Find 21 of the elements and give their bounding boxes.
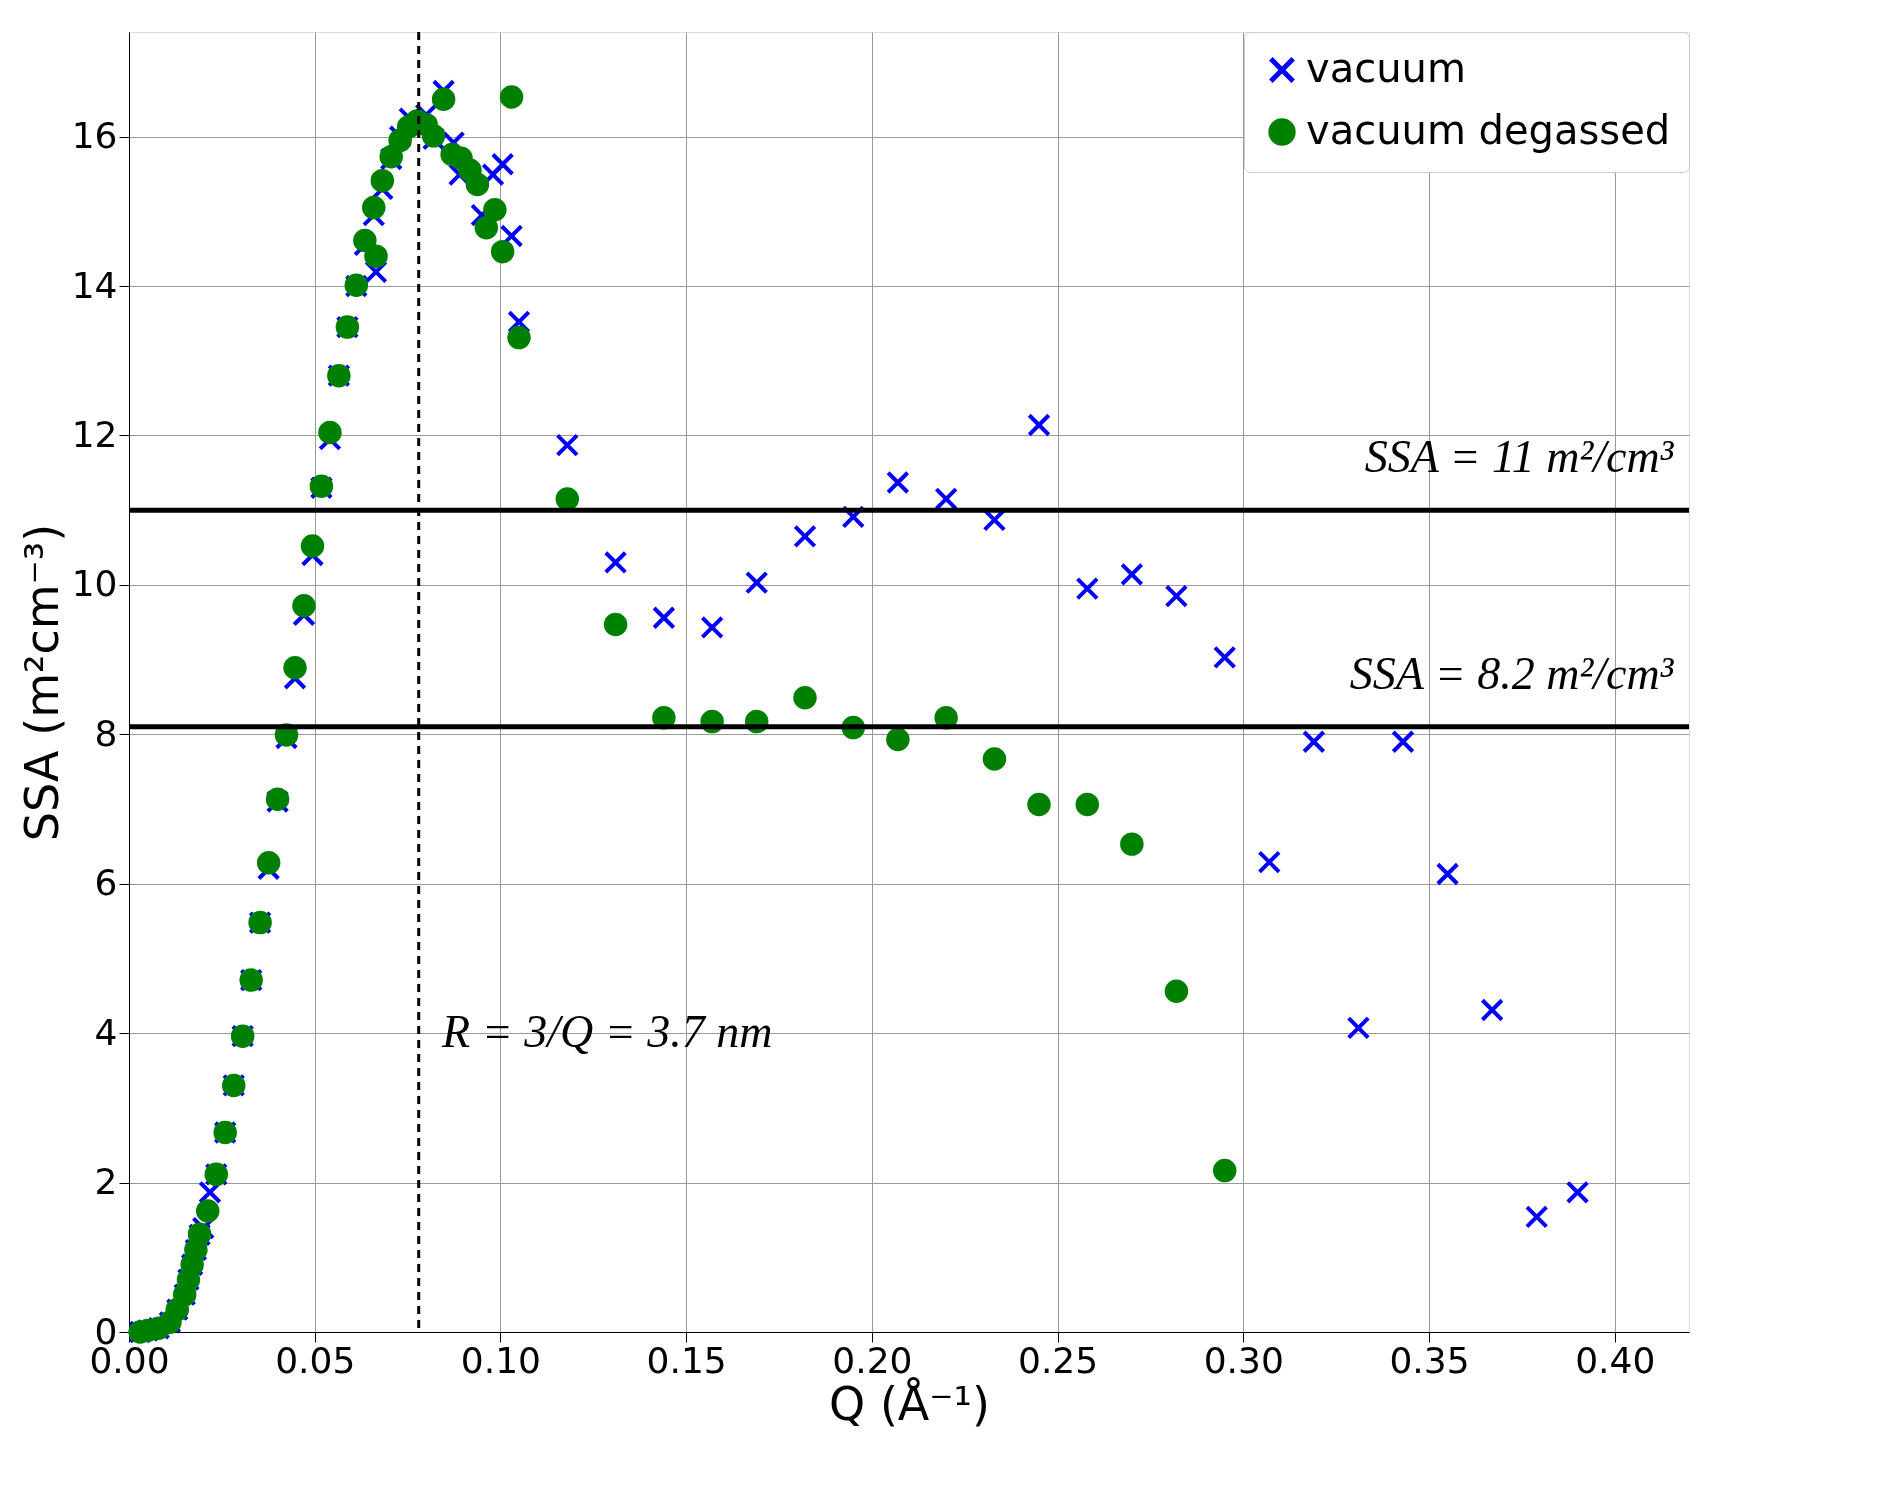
- y-tick-label: 4: [94, 1011, 118, 1053]
- annotation: SSA = 11 m²/cm³: [1364, 431, 1675, 483]
- annotation: R = 3/Q = 3.7 nm: [441, 1006, 773, 1057]
- y-tick-label: 10: [71, 563, 118, 605]
- y-tick-label: 8: [94, 712, 118, 754]
- x-tick-label: 0.10: [460, 1339, 542, 1381]
- y-tick-label: 16: [71, 115, 118, 157]
- y-tick-label: 12: [71, 413, 118, 455]
- x-tick-label: 0.35: [1389, 1339, 1470, 1381]
- y-tick-label: 14: [71, 264, 118, 306]
- legend-label: vacuum degassed: [1306, 107, 1671, 153]
- x-tick-label: 0.25: [1017, 1339, 1099, 1381]
- x-tick-label: 0.15: [646, 1339, 727, 1381]
- x-tick-label: 0.05: [275, 1339, 356, 1381]
- x-tick-label: 0.30: [1203, 1339, 1284, 1381]
- legend-label: vacuum: [1306, 45, 1466, 91]
- y-tick-label: 6: [94, 862, 118, 904]
- y-axis-title: SSA (m²cm⁻³): [14, 523, 69, 842]
- y-tick-label: 2: [94, 1161, 118, 1203]
- x-tick-label: 0.40: [1575, 1339, 1656, 1381]
- annotation: SSA = 8.2 m²/cm³: [1349, 647, 1675, 699]
